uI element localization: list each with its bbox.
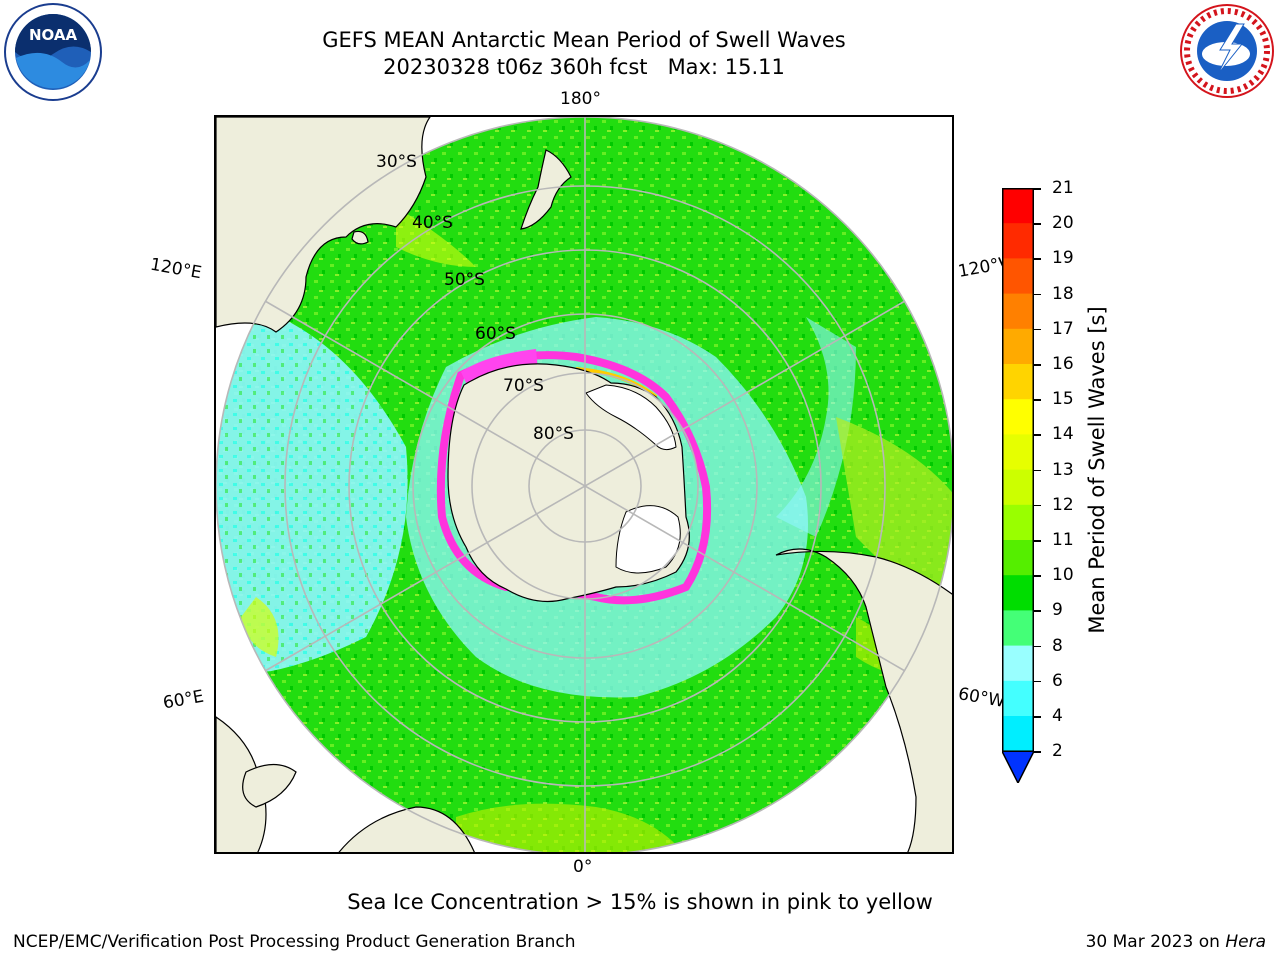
colorbar-tick-label: 9 (1052, 600, 1063, 621)
colorbar-tick-label: 15 (1052, 389, 1074, 410)
colorbar-tick-label: 10 (1052, 565, 1074, 586)
polar-map (216, 117, 952, 852)
colorbar-tick-label: 11 (1052, 530, 1074, 550)
colorbar-box (1002, 364, 1034, 400)
lat-label-80: 80°S (533, 424, 574, 444)
colorbar-tick-label: 20 (1052, 213, 1074, 234)
colorbar-box (1002, 328, 1034, 365)
colorbar-box (1002, 680, 1034, 717)
colorbar-tick-label: 13 (1052, 459, 1074, 480)
footer-date-text: 30 Mar 2023 on (1085, 932, 1226, 952)
colorbar-tick-label: 17 (1052, 318, 1074, 339)
lat-label-70: 70°S (503, 376, 544, 396)
colorbar-tick-label: 19 (1052, 248, 1074, 269)
colorbar-box (1002, 258, 1034, 295)
colorbar-box (1002, 434, 1034, 471)
colorbar-tick-label: 4 (1052, 706, 1063, 726)
map-frame (214, 115, 954, 854)
colorbar-tick-mark (1034, 610, 1041, 612)
colorbar-box (1002, 188, 1034, 224)
lat-label-40: 40°S (412, 213, 453, 233)
noaa-logo-text: NOAA (29, 26, 78, 44)
colorbar-tick-label: 12 (1052, 494, 1074, 515)
lon-label-right-lower: 60°W (956, 684, 1007, 712)
lon-label-top: 180° (560, 89, 601, 109)
sea-ice-footnote: Sea Ice Concentration > 15% is shown in … (347, 890, 933, 914)
colorbar-tick-mark (1034, 258, 1041, 260)
colorbar-tick-mark (1034, 751, 1041, 753)
colorbar-tick-mark (1034, 188, 1041, 190)
colorbar-tick-mark (1034, 504, 1041, 507)
chart-subtitle: 20230328 t06z 360h fcst Max: 15.11 (383, 55, 785, 79)
colorbar-tick-mark (1034, 540, 1041, 542)
colorbar-box (1002, 469, 1034, 506)
colorbar-label: Mean Period of Swell Waves [s] (1085, 306, 1109, 634)
colorbar-tick-mark (1034, 680, 1041, 683)
colorbar-tick-label: 18 (1052, 283, 1074, 304)
colorbar-extend-min (1002, 750, 1034, 783)
colorbar-tick-mark (1034, 645, 1041, 648)
colorbar-tick-label: 6 (1052, 670, 1063, 691)
colorbar-box (1002, 223, 1034, 259)
graticule (216, 117, 952, 852)
colorbar-box (1002, 716, 1034, 752)
colorbar-tick-label: 16 (1052, 354, 1074, 374)
colorbar-box (1002, 399, 1034, 435)
colorbar-tick-label: 2 (1052, 741, 1063, 762)
colorbar-tick-mark (1034, 716, 1041, 718)
noaa-logo-icon: NOAA (4, 3, 102, 101)
footer-date: 30 Mar 2023 on Hera (1086, 932, 1266, 952)
colorbar-tick-mark (1034, 575, 1041, 577)
nws-logo-icon (1180, 4, 1274, 98)
colorbar-tick-label: 14 (1052, 424, 1074, 445)
colorbar-box (1002, 293, 1034, 330)
colorbar-box (1002, 575, 1034, 611)
chart-title: GEFS MEAN Antarctic Mean Period of Swell… (322, 28, 846, 52)
colorbar-tick-mark (1034, 469, 1041, 472)
colorbar-tick-mark (1034, 364, 1041, 366)
colorbar-tick-label: 21 (1052, 178, 1074, 198)
lon-label-left-upper: 120°E (148, 254, 204, 284)
lat-label-60: 60°S (475, 324, 516, 344)
colorbar-box (1002, 540, 1034, 576)
lon-label-bottom: 0° (573, 857, 593, 877)
colorbar-tick-mark (1034, 434, 1041, 436)
footer-credit: NCEP/EMC/Verification Post Processing Pr… (13, 932, 576, 952)
colorbar-tick-mark (1034, 399, 1041, 401)
lat-label-50: 50°S (444, 270, 485, 290)
footer-host: Hera (1225, 932, 1266, 952)
colorbar-tick-mark (1034, 223, 1041, 225)
colorbar-tick-mark (1034, 293, 1041, 296)
colorbar (1002, 188, 1034, 783)
colorbar-frame (1002, 188, 1034, 752)
colorbar-box (1002, 610, 1034, 647)
colorbar-box (1002, 504, 1034, 541)
colorbar-tick-mark (1034, 328, 1041, 331)
lon-label-left-lower: 60°E (161, 686, 206, 714)
colorbar-box (1002, 645, 1034, 682)
colorbar-tick-label: 8 (1052, 635, 1063, 656)
lat-label-30: 30°S (376, 152, 417, 172)
